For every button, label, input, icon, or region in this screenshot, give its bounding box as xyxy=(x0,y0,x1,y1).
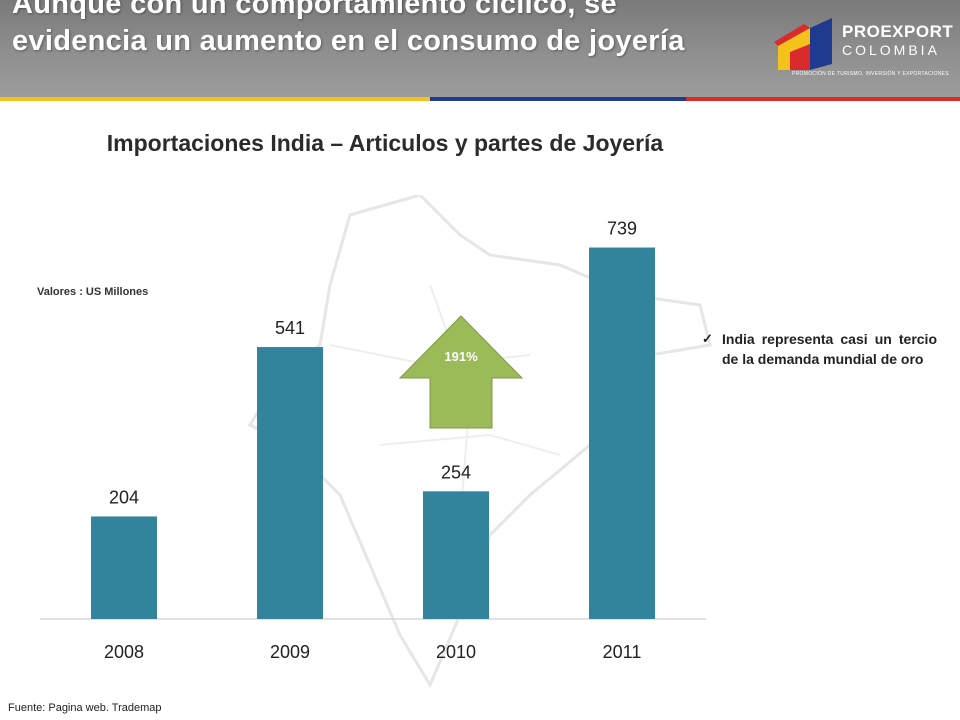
value-label-2009: 541 xyxy=(275,318,305,338)
bar-2011 xyxy=(589,247,655,619)
logo-text-proexport: PROEXPORT xyxy=(842,22,954,41)
flag-stripe-blue xyxy=(430,97,686,101)
proexport-logo: PROEXPORT COLOMBIA PROMOCIÓN DE TURISMO,… xyxy=(770,8,955,90)
category-label-2011: 2011 xyxy=(603,642,642,662)
growth-percentage-label: 191% xyxy=(444,349,478,364)
value-label-2008: 204 xyxy=(109,487,139,507)
value-label-2010: 254 xyxy=(441,462,471,482)
check-icon: ✓ xyxy=(702,331,713,346)
header-banner: Aunque con un comportamiento cíclico, se… xyxy=(0,0,960,97)
flag-stripe-yellow xyxy=(0,97,430,101)
side-note: ✓ India representa casi un tercio de la … xyxy=(702,329,937,369)
growth-arrow-icon xyxy=(398,315,524,429)
bar-2010 xyxy=(423,491,489,619)
flag-stripe-red xyxy=(686,97,960,101)
side-note-text: India representa casi un tercio de la de… xyxy=(722,331,937,367)
slide-title: Aunque con un comportamiento cíclico, se… xyxy=(12,0,685,57)
value-label-2011: 739 xyxy=(607,219,637,239)
logo-text-colombia: COLOMBIA xyxy=(842,42,940,58)
bar-2009 xyxy=(257,347,323,619)
units-label: Valores : US Millones xyxy=(37,286,149,298)
proexport-house-icon xyxy=(774,18,832,70)
chart-title: Importaciones India – Articulos y partes… xyxy=(106,130,664,156)
category-label-2010: 2010 xyxy=(436,642,476,662)
bar-2008 xyxy=(91,516,157,619)
category-label-2008: 2008 xyxy=(104,642,144,662)
logo-tagline: PROMOCIÓN DE TURISMO, INVERSIÓN Y EXPORT… xyxy=(792,71,949,77)
category-label-2009: 2009 xyxy=(270,642,310,662)
source-footnote: Fuente: Pagina web. Trademap xyxy=(8,702,162,714)
